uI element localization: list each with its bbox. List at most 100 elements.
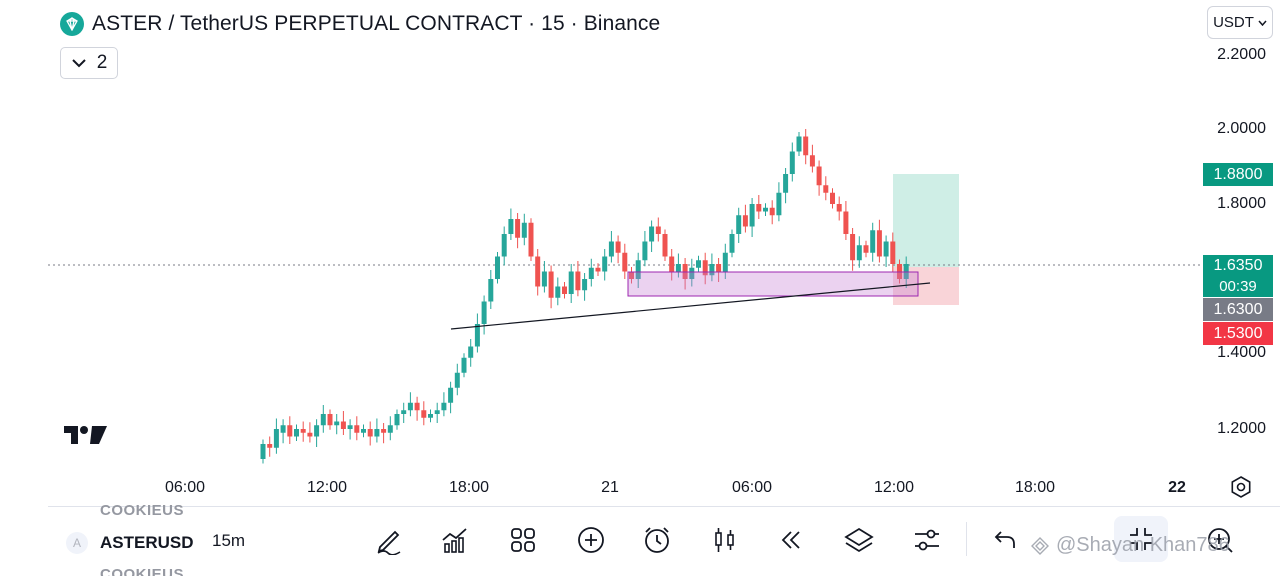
candle-body [575,271,581,291]
take-profit-badge: 1.8800 [1203,163,1273,186]
candle-body [280,425,286,433]
layouts-grid-icon[interactable] [505,522,541,558]
candle-body [374,429,380,437]
candle-body [521,222,527,238]
candle-body [401,410,407,414]
candle-body [742,215,748,227]
time-tick: 18:00 [1014,479,1056,496]
symbol-selected[interactable]: A ASTERUSD [66,532,194,554]
candle-body [649,226,655,242]
object-tree-layers-icon[interactable] [841,522,877,558]
candle-body [555,286,561,298]
candle-body [702,260,708,276]
last-price-badge: 1.6350 [1203,255,1273,277]
candle-body [595,267,601,272]
candle-body [394,414,400,426]
candle-body [515,219,521,238]
currency-label: USDT [1213,14,1254,31]
candle-body [696,260,701,268]
candle-body [716,264,722,272]
alert-clock-icon[interactable] [639,522,675,558]
candle-body [508,219,514,234]
coin-avatar-icon: A [66,532,88,554]
toolbar-separator [966,522,967,556]
interval-selector[interactable]: 15m [212,531,246,550]
add-symbol-icon[interactable] [573,522,609,558]
demand-zone-box[interactable] [627,271,919,297]
candle-body [809,155,815,167]
candle-body [776,192,782,216]
candle-body [562,286,567,294]
price-tick: 1.4000 [1217,344,1266,361]
drawing-tools-icon[interactable] [371,522,407,558]
bar-countdown-badge: 00:39 [1203,277,1273,297]
candle-body [267,444,273,448]
candle-body [448,387,454,403]
candle-body [327,414,333,426]
currency-select[interactable]: USDT [1207,6,1273,39]
candle-body [294,429,299,437]
undo-icon[interactable] [987,522,1023,558]
candle-body [783,174,789,193]
candle-body [548,271,554,298]
time-tick: 21 [601,479,619,496]
chart-type-candles-icon[interactable] [707,522,743,558]
candle-body [468,346,474,358]
candle-body [675,264,681,272]
candle-body [347,425,353,429]
candle-body [608,241,614,257]
candle-body [769,207,775,216]
symbol-picker[interactable]: COOKIEUS A ASTERUSD COOKIEUS [60,500,305,576]
chart-settings-icon[interactable] [1229,475,1253,504]
candle-body [260,444,266,459]
candle-body [361,429,366,433]
zoom-in-icon[interactable] [1202,522,1238,558]
price-tick: 1.2000 [1217,420,1266,437]
settings-sliders-icon[interactable] [909,522,945,558]
candle-body [495,256,500,279]
candle-body [340,421,346,429]
candle-body [709,264,715,276]
candle-body [843,211,849,234]
candle-body [488,279,494,302]
candle-body [588,267,594,279]
candle-body [722,252,728,272]
price-tick: 2.0000 [1217,120,1266,137]
symbol-title[interactable]: ASTER / TetherUS PERPETUAL CONTRACT · 15… [92,12,661,35]
candle-body [850,234,856,261]
price-tick: 1.8000 [1217,195,1266,212]
candle-body [528,222,534,257]
candle-body [474,324,480,347]
candle-body [428,414,433,418]
candle-body [669,256,675,272]
replay-rewind-icon[interactable] [773,522,809,558]
indicator-count: 2 [96,52,108,73]
candle-body [434,410,440,414]
watermark-text: @Shayan Khan786 [1056,534,1230,556]
candle-body [816,166,822,186]
candle-body [883,241,889,257]
time-tick: 22 [1168,479,1186,496]
tradingview-logo-icon[interactable] [64,424,108,451]
indicators-icon[interactable] [437,522,473,558]
candle-body [823,185,829,193]
indicators-toggle-button[interactable]: 2 [60,47,118,79]
candle-body [796,136,802,152]
candle-body [763,207,768,212]
candle-body [314,425,320,437]
trendline[interactable] [450,282,931,330]
candle-body [836,204,842,212]
candle-body [830,192,835,204]
candle-body [622,252,628,272]
candle-body [454,372,460,388]
symbol-name: ASTERUSD [100,533,194,552]
candle-body [856,245,862,261]
candle-body [568,271,574,294]
candle-body [541,271,547,287]
exit-fullscreen-icon[interactable] [1114,516,1168,562]
candle-body [615,241,621,253]
time-tick: 06:00 [164,479,206,496]
candle-body [736,215,742,234]
candle-body [602,256,608,272]
